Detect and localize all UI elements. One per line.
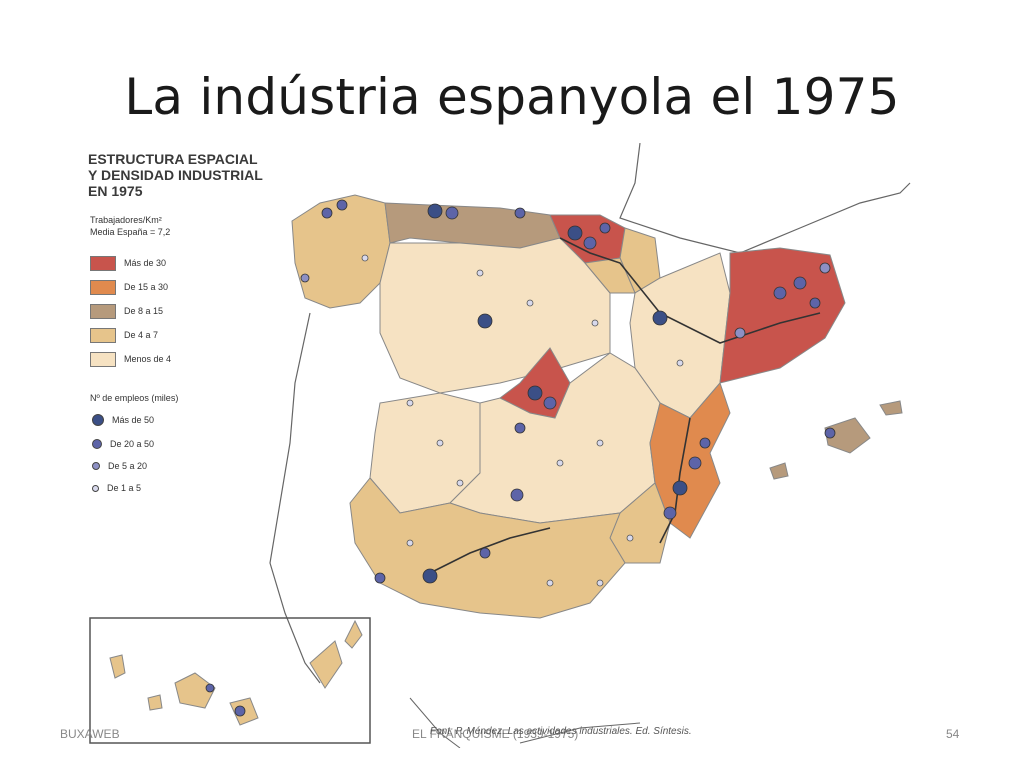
industry-map: ESTRUCTURA ESPACIAL Y DENSIDAD INDUSTRIA… xyxy=(80,143,964,748)
france-border-line xyxy=(619,143,911,254)
industrial-axis-line-3 xyxy=(429,527,551,574)
density-swatch xyxy=(90,255,116,271)
canary-island-5 xyxy=(344,619,363,649)
density-swatch xyxy=(90,351,116,367)
employment-legend-label: De 1 a 5 xyxy=(107,483,142,493)
density-legend-label: Menos de 4 xyxy=(124,354,172,364)
density-mean: Media España = 7,2 xyxy=(90,227,171,237)
map-legend-title: ESTRUCTURA ESPACIAL Y DENSIDAD INDUSTRIA… xyxy=(88,151,263,199)
slide-title: La indústria espanyola el 1975 xyxy=(124,68,900,126)
employment-legend-label: De 5 a 20 xyxy=(108,461,148,471)
employment-legend-row: De 5 a 20 xyxy=(92,459,147,473)
footer-center: EL FRANQUISME (1939-1975) xyxy=(412,727,579,741)
density-legend-row: Menos de 4 xyxy=(90,351,171,367)
africa-coast-line xyxy=(409,697,461,748)
canary-island-1 xyxy=(109,654,126,679)
employment-legend-label: Más de 50 xyxy=(112,415,155,425)
page-number: 54 xyxy=(946,727,960,741)
density-swatch xyxy=(90,327,116,343)
density-legend-row: De 8 a 15 xyxy=(90,303,163,319)
region-menorca xyxy=(879,400,903,416)
region-mallorca xyxy=(824,417,871,454)
legend-title-line: ESTRUCTURA ESPACIAL xyxy=(88,151,258,167)
africa-coast-line-2 xyxy=(519,722,641,744)
density-legend-row: De 4 a 7 xyxy=(90,327,158,343)
density-legend-row: De 15 a 30 xyxy=(90,279,168,295)
map-source-caption: Font: P. Méndez. Las actividades industr… xyxy=(430,726,692,737)
legend-title-line: Y DENSIDAD INDUSTRIAL xyxy=(88,167,263,183)
employment-legend-row: De 1 a 5 xyxy=(92,481,141,495)
canary-island-4 xyxy=(309,640,343,689)
employment-dot-icon xyxy=(92,484,99,492)
spain-map-graphic xyxy=(89,143,911,748)
density-legend-label: De 4 a 7 xyxy=(124,330,159,340)
density-swatch xyxy=(90,279,116,295)
density-legend-label: De 15 a 30 xyxy=(124,282,169,292)
region-eivissa xyxy=(769,462,789,480)
density-legend-label: Más de 30 xyxy=(124,258,167,268)
employment-legend-row: De 20 a 50 xyxy=(92,437,154,451)
portugal-outline xyxy=(269,312,321,684)
footer-left: BUXAWEB xyxy=(60,727,120,741)
employment-dot-icon xyxy=(92,439,102,449)
employment-dot-icon xyxy=(92,462,100,470)
canary-island-6 xyxy=(147,694,163,711)
region-galicia xyxy=(291,194,391,309)
region-asturias-cantabria xyxy=(384,202,561,249)
employment-legend-row: Más de 50 xyxy=(92,413,154,427)
employment-legend-label: De 20 a 50 xyxy=(110,439,155,449)
region-andalusia xyxy=(349,477,626,619)
employment-dots xyxy=(205,199,836,717)
employment-dot-icon xyxy=(92,414,104,426)
region-catalunya xyxy=(719,247,846,384)
density-legend-row: Más de 30 xyxy=(90,255,166,271)
density-swatch xyxy=(90,303,116,319)
employment-heading: Nº de empleos (miles) xyxy=(90,393,179,403)
canary-inset-box xyxy=(89,617,371,744)
region-castella-lleo xyxy=(379,237,611,394)
legend-title-line: EN 1975 xyxy=(88,183,143,199)
density-heading: Trabajadores/Km² xyxy=(90,215,162,225)
density-legend-label: De 8 a 15 xyxy=(124,306,164,316)
canary-island-2 xyxy=(174,672,216,709)
